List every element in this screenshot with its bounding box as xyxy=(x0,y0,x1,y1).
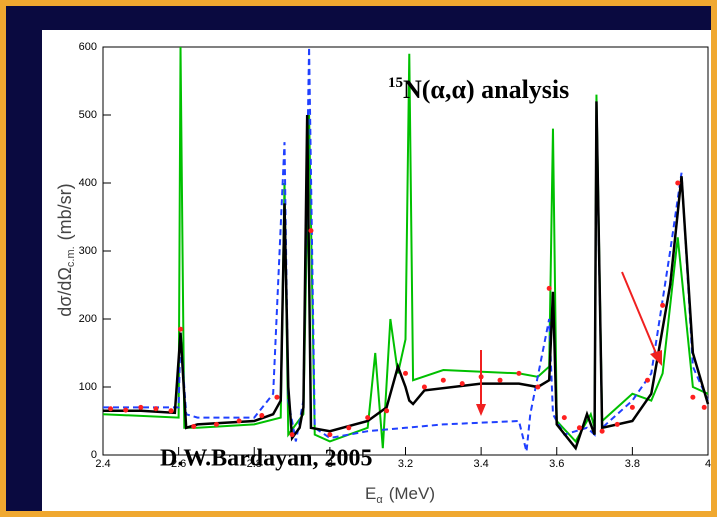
data-point xyxy=(599,428,605,434)
x-label-unit: (MeV) xyxy=(389,484,435,503)
plot-background xyxy=(42,30,711,511)
data-point xyxy=(440,377,446,383)
x-tick-label: 3 xyxy=(327,458,333,470)
y-axis-label: dσ/dΩc.m. (mb/sr) xyxy=(55,183,77,316)
data-point xyxy=(629,404,635,410)
credit: D.W.Bardayan, 2005 xyxy=(160,446,372,472)
data-point xyxy=(138,404,144,410)
data-point xyxy=(384,408,390,414)
x-tick-label: 3.4 xyxy=(473,458,488,470)
data-point xyxy=(123,407,129,413)
x-tick-label: 2.8 xyxy=(247,458,262,470)
data-point xyxy=(289,432,295,438)
y-tick-label: 200 xyxy=(79,313,97,325)
x-tick-label: 4 xyxy=(705,458,711,470)
data-point xyxy=(614,421,620,427)
x-tick-label: 2.4 xyxy=(95,458,110,470)
x-axis-label: Eα (MeV) xyxy=(365,484,435,505)
data-point xyxy=(168,408,174,414)
annotation: 15N(α,α) analysis xyxy=(388,75,569,104)
y-tick-label: 400 xyxy=(79,177,97,189)
data-point xyxy=(561,415,567,421)
y-label-unit: (mb/sr) xyxy=(55,183,75,240)
series-line xyxy=(103,46,709,452)
series-line xyxy=(103,101,710,451)
data-point xyxy=(645,377,650,383)
data-point xyxy=(546,285,552,291)
data-point xyxy=(421,384,427,390)
data-point xyxy=(497,377,503,383)
y-tick-label: 500 xyxy=(79,109,97,121)
data-point xyxy=(308,228,314,234)
x-tick-label: 2.6 xyxy=(171,458,186,470)
data-point xyxy=(213,421,219,427)
x-tick-label: 3.2 xyxy=(398,458,413,470)
arrow-head xyxy=(476,404,486,416)
data-point xyxy=(660,302,666,308)
data-point xyxy=(403,370,408,376)
data-point xyxy=(516,370,522,376)
y-label-sub: c.m. xyxy=(65,246,77,267)
data-point xyxy=(701,404,707,410)
annotation-text: N(α,α) analysis xyxy=(403,75,569,104)
x-label-sub: α xyxy=(376,494,383,506)
arrow-head xyxy=(650,350,662,366)
data-point xyxy=(535,384,541,390)
y-tick-label: 300 xyxy=(79,245,97,257)
data-point xyxy=(576,425,582,431)
arrow xyxy=(621,271,659,359)
data-point xyxy=(191,423,197,429)
x-tick-label: 3.8 xyxy=(625,458,640,470)
data-point xyxy=(274,394,280,400)
x-label: E xyxy=(365,484,376,503)
data-point xyxy=(236,418,242,424)
data-point xyxy=(108,406,114,412)
x-tick-label: 3.6 xyxy=(549,458,564,470)
data-point xyxy=(675,180,681,186)
data-point xyxy=(459,381,465,387)
data-point xyxy=(365,415,371,421)
plot: 0 100 200 300 400 500 600 2.4 2.6 2.8 3 3.2 3.4 3.6 3.… xyxy=(79,41,711,470)
y-tick-label: 0 xyxy=(91,449,97,461)
data-point xyxy=(259,413,265,419)
data-point xyxy=(346,425,352,431)
annotation-sup: 15 xyxy=(388,75,403,91)
data-point xyxy=(153,406,159,412)
data-point xyxy=(178,326,184,332)
y-tick-label: 100 xyxy=(79,381,97,393)
data-point xyxy=(690,394,696,400)
y-tick-label: 600 xyxy=(79,41,97,53)
data-point xyxy=(327,432,333,438)
y-label: dσ/dΩ xyxy=(55,267,75,317)
